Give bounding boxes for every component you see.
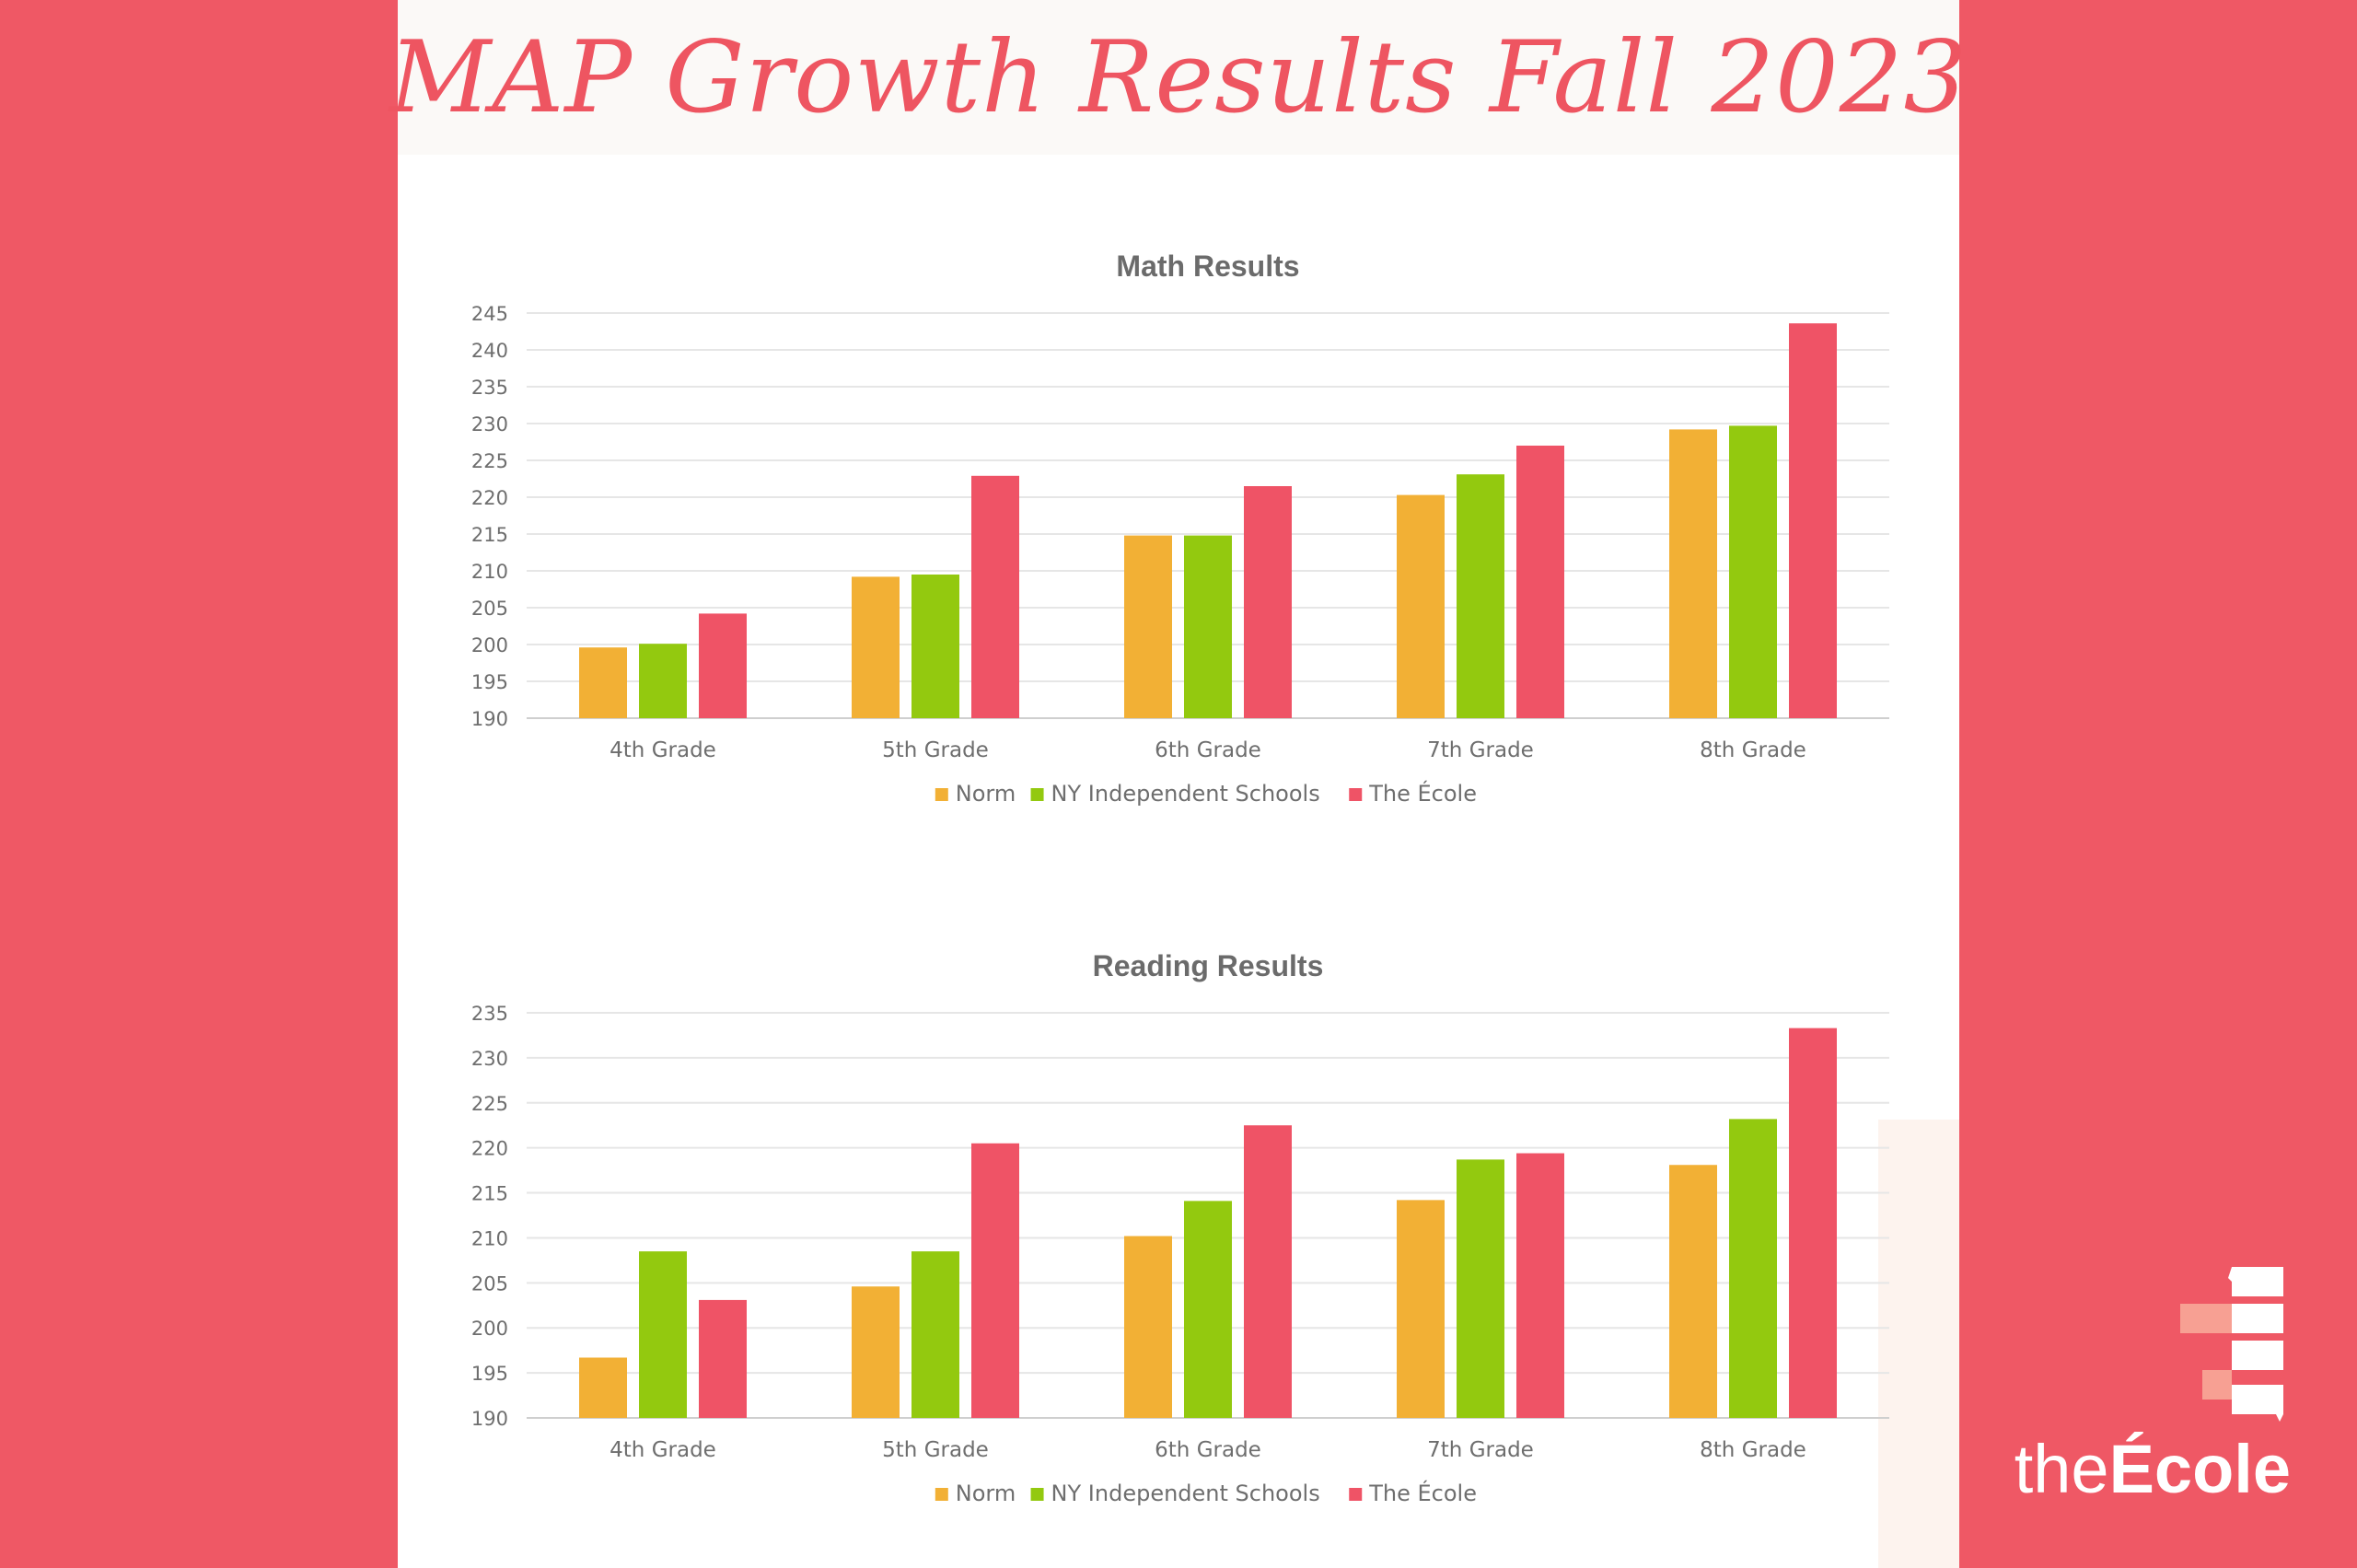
legend-swatch — [1030, 1488, 1044, 1501]
bar — [1184, 1201, 1232, 1418]
chart-title: Math Results — [1116, 250, 1299, 283]
y-tick-label: 225 — [471, 450, 508, 472]
bar — [1397, 494, 1445, 718]
decorative-tint — [1878, 1120, 1959, 1568]
y-tick-label: 220 — [471, 487, 508, 509]
y-tick-label: 200 — [471, 1318, 508, 1340]
bar — [699, 1299, 747, 1418]
bar — [1457, 474, 1504, 718]
x-tick-label: 5th Grade — [882, 738, 989, 762]
bar — [639, 644, 687, 718]
bar — [1124, 1236, 1172, 1418]
bar — [1457, 1159, 1504, 1418]
bar — [1789, 323, 1837, 718]
x-tick-label: 6th Grade — [1155, 1438, 1261, 1462]
y-tick-label: 190 — [471, 1408, 508, 1430]
legend-swatch — [935, 1488, 948, 1501]
title-band — [398, 0, 1959, 155]
x-tick-label: 4th Grade — [610, 738, 716, 762]
y-tick-label: 210 — [471, 1227, 508, 1249]
ecole-logo-text: theÉcole — [1996, 1433, 2291, 1506]
y-tick-label: 245 — [471, 303, 508, 325]
bar — [852, 576, 900, 718]
bar — [1397, 1200, 1445, 1418]
reading-results-chart: Reading Results 190 195 200 205 210 215 220 225 2… — [471, 949, 1889, 1506]
legend-swatch — [1349, 1488, 1363, 1501]
y-tick-label: 215 — [471, 1183, 508, 1205]
bar — [1729, 425, 1777, 718]
x-tick-label: 8th Grade — [1700, 1438, 1806, 1462]
bar — [852, 1286, 900, 1418]
bar — [1184, 535, 1232, 718]
x-tick-label: 5th Grade — [882, 1438, 989, 1462]
bar — [639, 1251, 687, 1418]
x-tick-label: 7th Grade — [1427, 738, 1534, 762]
x-tick-label: 8th Grade — [1700, 738, 1806, 762]
bar — [1789, 1028, 1837, 1418]
y-tick-label: 200 — [471, 634, 508, 656]
legend-label: The École — [1368, 780, 1477, 807]
y-tick-label: 215 — [471, 524, 508, 546]
legend-label: The École — [1368, 1480, 1477, 1506]
y-tick-label: 205 — [471, 1272, 508, 1295]
bar — [911, 1251, 959, 1418]
bar — [699, 613, 747, 718]
bar — [1516, 1153, 1564, 1418]
y-tick-label: 235 — [471, 1003, 508, 1025]
legend-label: NY Independent Schools — [1051, 781, 1320, 807]
legend-label: Norm — [956, 1481, 1016, 1506]
x-tick-label: 6th Grade — [1155, 738, 1261, 762]
bar — [1669, 1165, 1717, 1418]
bar — [911, 575, 959, 718]
x-tick-label: 7th Grade — [1427, 1438, 1534, 1462]
y-tick-label: 190 — [471, 708, 508, 730]
bar — [579, 647, 627, 718]
logo-text-bold: École — [2108, 1431, 2291, 1507]
chart-title: Reading Results — [1093, 949, 1324, 982]
legend-swatch — [1349, 788, 1363, 801]
bar — [1244, 486, 1292, 718]
math-results-chart: Math Results 190 195 200 205 210 215 220 225 230 2… — [471, 250, 1889, 807]
y-tick-label: 240 — [471, 340, 508, 362]
y-tick-label: 210 — [471, 561, 508, 583]
legend-swatch — [935, 788, 948, 801]
y-tick-label: 195 — [471, 671, 508, 693]
y-tick-label: 220 — [471, 1138, 508, 1160]
bar — [1124, 535, 1172, 718]
bar — [579, 1357, 627, 1418]
legend-swatch — [1030, 788, 1044, 801]
y-tick-label: 230 — [471, 413, 508, 436]
bar — [971, 475, 1019, 718]
page-title: MAP Growth Results Fall 2023 — [389, 19, 1968, 135]
ecole-logo-icon — [2180, 1267, 2283, 1422]
y-tick-label: 230 — [471, 1048, 508, 1070]
y-tick-label: 225 — [471, 1093, 508, 1115]
bar — [971, 1143, 1019, 1418]
bar — [1516, 446, 1564, 718]
logo-text-light: the — [2014, 1431, 2109, 1507]
y-tick-label: 195 — [471, 1363, 508, 1385]
y-tick-label: 235 — [471, 377, 508, 399]
bar — [1669, 429, 1717, 718]
y-tick-label: 205 — [471, 598, 508, 620]
x-tick-label: 4th Grade — [610, 1438, 716, 1462]
bar — [1729, 1119, 1777, 1418]
bar — [1244, 1125, 1292, 1418]
legend-label: NY Independent Schools — [1051, 1481, 1320, 1506]
legend-label: Norm — [956, 781, 1016, 807]
